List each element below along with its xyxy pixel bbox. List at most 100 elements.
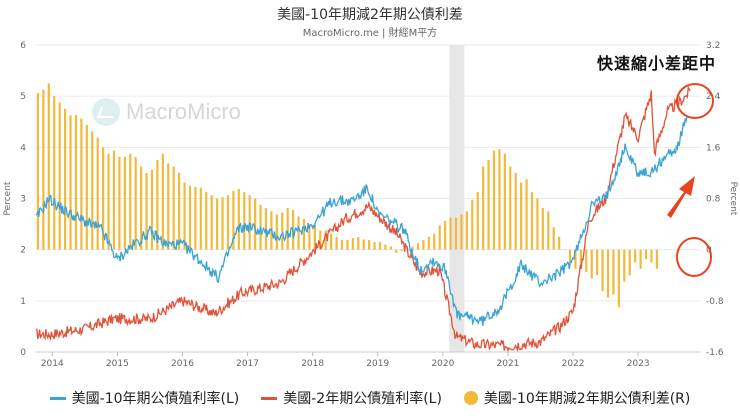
spread-bar: [308, 224, 311, 250]
spread-bar: [563, 249, 566, 251]
spread-bar: [416, 243, 420, 250]
left-axis-label: Percent: [3, 181, 13, 215]
spread-bar: [102, 147, 105, 250]
spread-bar: [449, 217, 452, 250]
spread-bar: [400, 249, 403, 251]
spread-bar: [297, 216, 300, 250]
watermark: MacroMicro: [92, 98, 241, 126]
spread-bar: [596, 249, 599, 276]
spread-bar: [112, 150, 116, 250]
spread-bar: [606, 249, 610, 298]
spread-bar: [107, 153, 110, 250]
right-tick-label: -1.6: [706, 348, 724, 358]
spread-bar: [118, 156, 121, 250]
x-tick-label: 2023: [627, 359, 650, 369]
spread-bar: [368, 240, 371, 250]
spread-bar: [319, 230, 322, 250]
spread-bar: [438, 225, 441, 250]
spread-bar: [123, 156, 126, 250]
x-tick-label: 2020: [431, 359, 454, 369]
spread-bar: [150, 169, 154, 250]
legend-item-ten-year[interactable]: 美國-10年期公債殖利率(L): [49, 388, 240, 408]
spread-bar: [558, 236, 561, 250]
watermark-text: MacroMicro: [126, 99, 241, 124]
spread-bar: [509, 166, 512, 250]
spread-bar: [134, 156, 137, 250]
spread-bar: [373, 241, 376, 250]
spread-bar: [503, 153, 506, 250]
spread-bar: [465, 211, 468, 250]
spread-bar: [42, 89, 45, 250]
spread-bar: [357, 236, 360, 250]
spread-bar: [623, 249, 626, 282]
spread-bar: [178, 172, 181, 250]
spread-bar: [129, 153, 132, 250]
spread-bar: [63, 108, 67, 250]
legend-item-two-year[interactable]: 美國-2年期公債殖利率(L): [261, 388, 442, 408]
spread-bar: [313, 225, 316, 250]
spread-bar: [161, 153, 164, 250]
spread-bar: [216, 198, 219, 250]
spread-bar: [96, 137, 99, 250]
spread-bar: [482, 166, 485, 250]
spread-bar: [194, 186, 197, 250]
spread-bar: [378, 241, 382, 250]
spread-bar: [460, 214, 463, 250]
spread-bar: [140, 166, 143, 250]
legend: 美國-10年期公債殖利率(L) 美國-2年期公債殖利率(L) 美國-10年期減2…: [0, 388, 740, 408]
spread-bar: [302, 218, 306, 250]
spread-bar: [520, 182, 523, 250]
spread-bar: [579, 249, 582, 266]
left-tick-label: 6: [20, 41, 26, 51]
spread-bar: [650, 249, 653, 263]
spread-bar: [47, 83, 50, 250]
spread-bar: [74, 115, 78, 250]
spread-bar: [471, 199, 474, 250]
spread-bar: [487, 160, 490, 250]
legend-label-ten-year: 美國-10年期公債殖利率(L): [71, 391, 240, 407]
spread-bar: [330, 233, 333, 250]
spread-bar: [286, 208, 289, 250]
spread-bar: [601, 249, 604, 292]
spread-bar: [444, 220, 447, 250]
spread-bar: [226, 195, 230, 250]
annotation-circle-top: [676, 83, 714, 119]
x-tick-label: 2015: [106, 359, 129, 369]
spread-bar: [324, 230, 327, 250]
spread-bar: [547, 211, 550, 250]
x-tick-label: 2014: [41, 359, 64, 369]
spread-bar: [188, 185, 192, 250]
chart-subtitle: MacroMicro.me | 財經M平方: [302, 28, 438, 39]
left-tick-label: 0: [20, 348, 26, 358]
spread-bar: [172, 166, 175, 250]
ten-year-line: [35, 116, 688, 326]
spread-bar: [205, 192, 208, 250]
spread-bar: [411, 246, 414, 250]
spread-bar: [145, 172, 148, 250]
spread-bar: [617, 249, 620, 308]
spread-bar: [243, 192, 246, 250]
spread-bar: [536, 198, 539, 250]
spread-bar: [389, 246, 392, 250]
spread-bar: [335, 236, 338, 250]
spread-bar: [634, 249, 637, 263]
right-tick-label: 1.6: [706, 143, 721, 153]
legend-item-spread[interactable]: 美國-10年期減2年期公債利差(R): [463, 388, 690, 408]
spread-bar: [281, 212, 284, 250]
spread-bar: [454, 217, 458, 250]
spread-bar: [167, 163, 170, 250]
spread-bar: [422, 240, 425, 250]
left-tick-label: 4: [20, 143, 26, 153]
legend-swatch-spread: [463, 391, 478, 405]
legend-label-two-year: 美國-2年期公債殖利率(L): [283, 391, 442, 407]
spread-bar: [351, 238, 354, 250]
spread-bar: [183, 182, 186, 250]
recession-band: [449, 45, 465, 352]
spread-bar: [612, 249, 615, 295]
legend-swatch-two-year: [261, 396, 278, 400]
macromicro-logo-icon: [92, 98, 120, 126]
annotation-text: 快速縮小差距中: [597, 54, 717, 73]
spread-bar: [340, 240, 344, 250]
spread-bar: [525, 179, 528, 250]
